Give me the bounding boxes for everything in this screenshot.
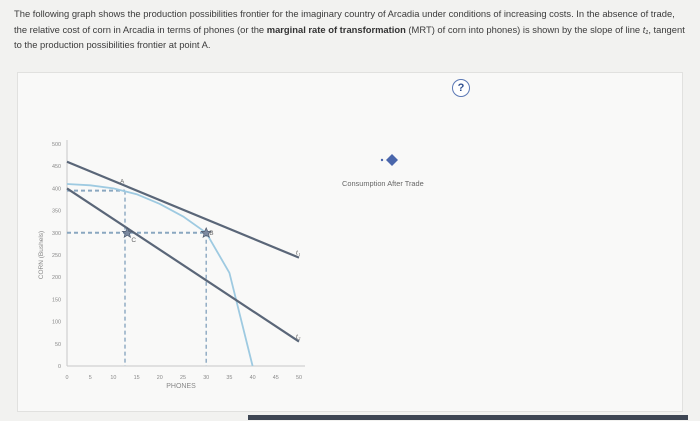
prompt-text-1: The following graph shows the production… <box>14 8 675 35</box>
ppf-curve <box>66 183 254 367</box>
legend-dot <box>380 158 384 162</box>
x-tick-label: 40 <box>250 375 256 381</box>
question-prompt: The following graph shows the production… <box>14 6 686 53</box>
x-tick-label: 45 <box>273 375 279 381</box>
line-1 <box>66 160 300 259</box>
point-b-label: B <box>209 230 213 237</box>
point-b-marker <box>200 227 213 238</box>
y-tick-label: 150 <box>52 297 61 303</box>
help-button[interactable]: ? <box>452 79 470 97</box>
x-tick-label: 10 <box>110 375 116 381</box>
x-tick-label: 30 <box>203 375 209 381</box>
x-tick-label: 25 <box>180 375 186 381</box>
point-a-label: A <box>120 179 125 186</box>
x-tick-label: 35 <box>226 375 232 381</box>
y-tick-label: 350 <box>52 209 61 215</box>
x-tick-label: 20 <box>157 375 163 381</box>
x-axis-label: PHONES <box>166 383 196 390</box>
x-tick-label: 50 <box>296 375 302 381</box>
prompt-text-2: (MRT) of corn into phones) is shown by t… <box>405 23 643 35</box>
y-tick-label: 250 <box>52 253 61 259</box>
x-tick-label: 0 <box>66 375 69 381</box>
prompt-line-name: t₁ <box>642 23 649 35</box>
legend-consumption-marker[interactable] <box>379 153 399 167</box>
y-tick-label: 500 <box>52 142 61 148</box>
prompt-bold-term: marginal rate of transformation <box>266 23 406 35</box>
y-tick-label: 450 <box>52 164 61 170</box>
point-c-label: C <box>131 237 136 244</box>
y-tick-label: 300 <box>52 231 61 237</box>
y-axis-label: CORN (Bushels) <box>38 231 45 279</box>
x-tick-label: 5 <box>89 375 92 381</box>
legend-diamond-icon <box>386 154 398 166</box>
legend-label: Consumption After Trade <box>342 179 424 188</box>
y-tick-label: 400 <box>52 186 61 192</box>
y-tick-label: 100 <box>52 320 61 326</box>
point-c-marker <box>121 227 134 238</box>
y-tick-label: 50 <box>55 342 61 348</box>
y-tick-label: 0 <box>58 364 61 370</box>
line-1-label: t₁ <box>296 249 300 257</box>
prompt-text-3: , tangent to the production possibilitie… <box>14 23 685 51</box>
graph-panel <box>17 72 683 412</box>
line-2 <box>66 187 300 343</box>
y-tick-label: 200 <box>52 275 61 281</box>
x-tick-label: 15 <box>134 375 140 381</box>
line-2-label: t₂ <box>296 333 301 341</box>
bottom-scroll-bar <box>248 415 688 420</box>
